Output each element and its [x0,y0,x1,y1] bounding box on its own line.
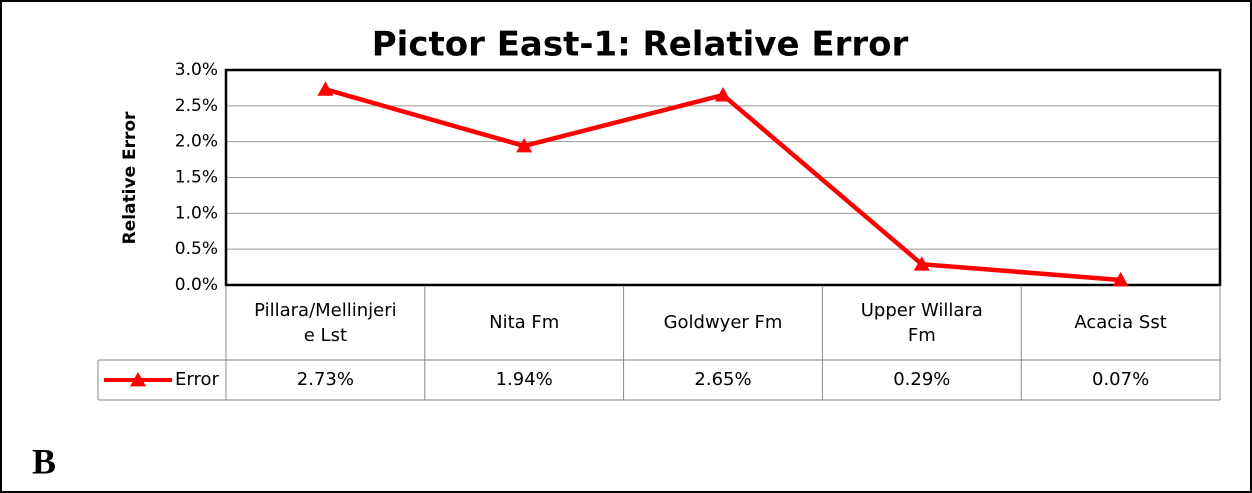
category-cell: Pillara/Mellinjerie Lst [254,300,397,346]
y-tick-label: 1.0% [175,203,218,223]
value-label: 0.29% [893,369,950,390]
x-tick-label: Nita Fm [489,312,560,334]
y-tick-label: 2.5% [175,96,218,116]
data-point [913,256,930,271]
x-tick-label: Upper Willara Fm [860,300,983,346]
x-tick-label: Goldwyer Fm [663,312,783,334]
data-point [1112,271,1129,287]
category-cell: Acacia Sst [1074,312,1167,334]
panel-label: B [32,441,56,481]
y-tick-label: 0.5% [175,239,218,259]
y-tick-label: 2.0% [175,132,218,152]
y-axis-label: Relative Error [120,111,140,244]
legend-marker [130,372,146,387]
category-cell: Upper Willara Fm [860,300,983,346]
data-point [715,87,731,102]
category-cell: Nita Fm [489,312,560,334]
value-label: 2.73% [297,369,354,390]
legend-label: Error [175,369,219,390]
y-tick-label: 3.0% [175,60,218,80]
x-tick-label: Acacia Sst [1074,312,1167,334]
value-label: 0.07% [1092,369,1149,390]
data-point [516,137,533,153]
y-tick-label: 1.5% [175,168,218,188]
chart-title: Pictor East-1: Relative Error [372,25,909,65]
category-cell: Goldwyer Fm [663,312,783,334]
plot-border [224,68,1222,287]
value-label: 1.94% [496,369,553,390]
y-tick-label: 0.0% [175,275,218,295]
data-point [317,81,334,96]
value-label: 2.65% [694,369,751,390]
x-tick-label: Pillara/Mellinjerie Lst [254,300,397,346]
